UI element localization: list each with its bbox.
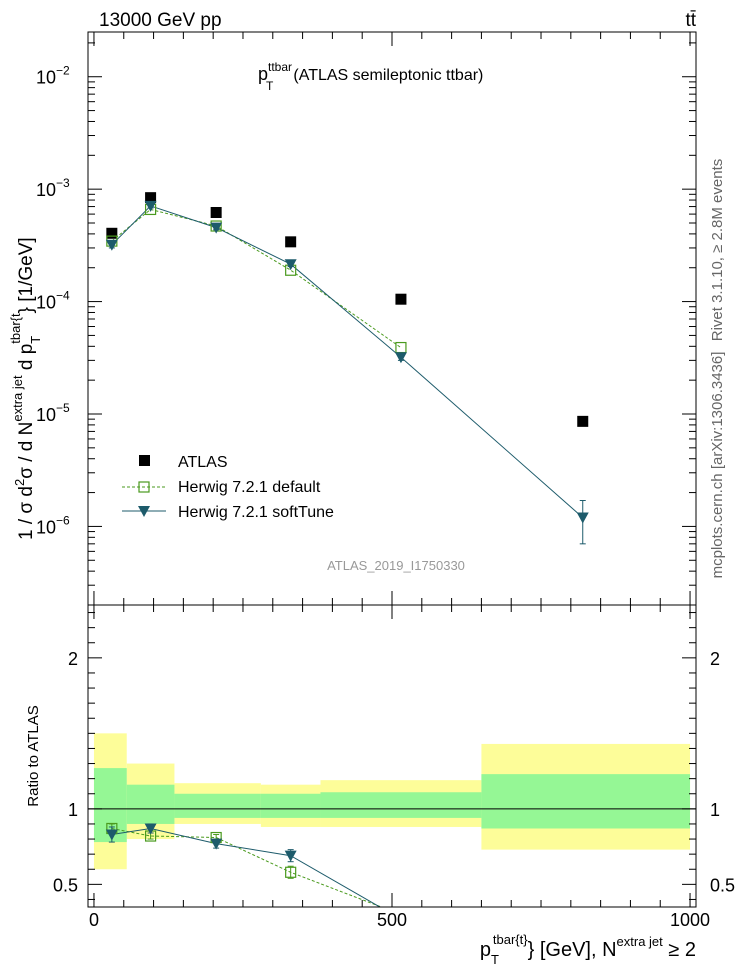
ylabel-sigma: σ / d N	[16, 422, 37, 479]
legend-atlas-marker	[139, 455, 150, 466]
xlabel-cond: ≥ 2	[663, 939, 696, 961]
main-atlas-point	[577, 415, 589, 427]
main-softtune-point	[144, 200, 157, 212]
ratio-softtune-point	[210, 838, 223, 850]
xlabel-jet: extra jet	[617, 934, 664, 949]
title-sub: T	[266, 79, 274, 93]
energy-label: 13000 GeV pp	[99, 10, 222, 31]
ratio-ytick-labels: 0.5 0.5 1 1 2 2	[53, 649, 735, 896]
ylabel-dp: d p	[16, 344, 37, 376]
ratio-softtune-line	[111, 827, 381, 907]
main-softtune-point	[105, 239, 118, 251]
main-softtune-point	[576, 512, 589, 524]
ratio-xtick-label: 500	[377, 910, 407, 930]
legend-softtune-marker	[138, 506, 150, 517]
main-title: pttbar T (ATLAS semileptonic ttbar)	[258, 60, 483, 93]
main-ticks	[88, 32, 696, 606]
ratio-xtick-label: 1000	[670, 910, 710, 930]
ylabel-sup-tbar: tbar{t	[8, 313, 23, 344]
main-ytick-label: 10−6	[36, 513, 70, 537]
main-atlas-point	[106, 227, 118, 239]
main-default-point	[395, 341, 407, 354]
ylabel-exp: 2	[12, 479, 27, 486]
main-softtune-point	[210, 222, 223, 234]
ratio-panel: 0.5 0.5 1 1 2 2 0 500 1000 Ratio to ATLAS pTtba…	[25, 604, 735, 967]
ratio-ytick-label-left: 0.5	[53, 875, 78, 895]
xlabel-sub-t: T	[491, 952, 499, 967]
main-marks	[105, 192, 589, 545]
ratio-band-green	[260, 793, 321, 818]
main-softtune-point	[394, 352, 407, 364]
ratio-marks	[88, 733, 696, 907]
analysis-id: ATLAS_2019_I1750330	[327, 558, 465, 573]
legend-atlas-label: ATLAS	[178, 454, 228, 471]
legend: ATLAS Herwig 7.2.1 default Herwig 7.2.1 …	[122, 454, 334, 521]
main-softtune-line	[111, 205, 584, 518]
title-sup: ttbar	[268, 60, 292, 74]
process-label: tt̄	[685, 10, 696, 31]
legend-softtune-label: Herwig 7.2.1 softTune	[178, 504, 334, 521]
main-ytick-label: 10−5	[36, 401, 70, 425]
mcplots-label: mcplots.cern.ch [arXiv:1306.3436]	[709, 352, 726, 579]
ylabel-units: } [1/GeV]	[16, 237, 37, 313]
ratio-softtune-point	[105, 829, 118, 841]
ratio-ytick-label-right: 1	[710, 800, 720, 820]
xlabel-gev: } [GeV], N	[528, 939, 617, 961]
ratio-ytick-label-right: 0.5	[710, 875, 735, 895]
main-ytick-label: 10−2	[36, 64, 70, 88]
ratio-xlabel: pTtbar{t}} [GeV], Nextra jet ≥ 2	[480, 932, 696, 967]
main-atlas-point	[145, 192, 157, 204]
ratio-ytick-label-left: 2	[68, 649, 78, 669]
title-p: p	[258, 64, 268, 84]
main-atlas-point	[210, 206, 222, 218]
title-suffix: (ATLAS semileptonic ttbar)	[293, 67, 483, 84]
ratio-band-green	[126, 784, 175, 824]
rivet-label: Rivet 3.1.10, ≥ 2.8M events	[709, 159, 726, 342]
main-ytick-labels: 10−6 10−5 10−4 10−3 10−2	[36, 64, 70, 538]
main-atlas-point	[285, 236, 297, 248]
main-ytick-label: 10−4	[36, 289, 70, 313]
ratio-band-green	[320, 792, 482, 818]
ratio-softtune-point	[284, 850, 297, 862]
main-ytick-label: 10−3	[36, 176, 70, 200]
ratio-softtune-point	[144, 823, 157, 835]
ratio-ytick-label-left: 1	[68, 800, 78, 820]
main-atlas-point	[395, 293, 407, 305]
legend-default-label: Herwig 7.2.1 default	[178, 479, 321, 496]
ratio-xtick-labels: 0 500 1000	[89, 910, 710, 930]
ylabel-prefix: 1 / σ d	[16, 486, 37, 540]
ratio-band-green	[481, 774, 691, 829]
ylabel-jet: extra jet	[10, 375, 25, 422]
ratio-ticks	[88, 605, 696, 907]
ratio-ylabel: Ratio to ATLAS	[25, 705, 42, 806]
ylabel-sub-t: T	[28, 336, 43, 344]
xlabel-sup-tbar: tbar{t}	[493, 932, 528, 947]
main-ylabel: 1 / σ d2σ / d Nextra jet d pTtbar{t} [1/…	[8, 237, 43, 540]
main-softtune-point	[284, 259, 297, 271]
main-panel: 10−6 10−5 10−4 10−3 10−2 pttbar T (ATLAS semil…	[8, 31, 697, 606]
ratio-band-green	[174, 793, 261, 818]
legend-default-marker	[138, 481, 150, 493]
xlabel-p: p	[480, 939, 491, 961]
ratio-ytick-label-right: 2	[710, 649, 720, 669]
ratio-default-point	[285, 866, 297, 878]
main-default-line	[111, 208, 402, 349]
ratio-xtick-label: 0	[89, 910, 99, 930]
